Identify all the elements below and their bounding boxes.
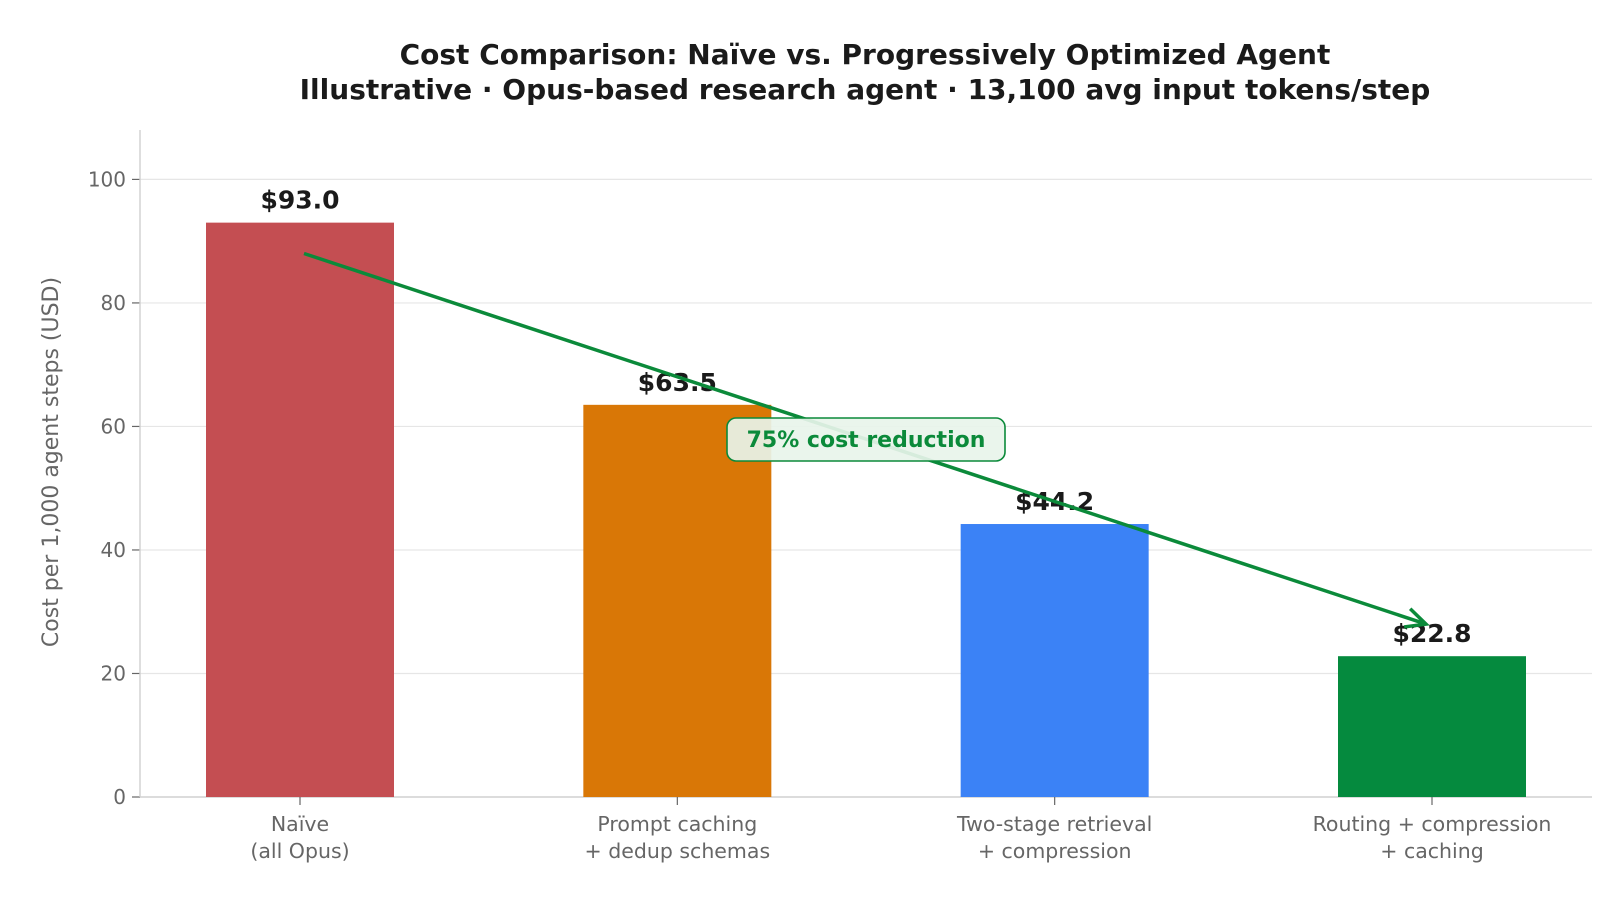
x-tick-label-3-1: + caching xyxy=(1380,839,1484,863)
value-label-3: $22.8 xyxy=(1392,619,1471,648)
x-tick-label-2-1: + compression xyxy=(978,839,1132,863)
x-tick-label-3-0: Routing + compression xyxy=(1313,812,1552,836)
chart-title: Cost Comparison: Naïve vs. Progressively… xyxy=(400,38,1331,71)
trend-arrow-head xyxy=(1403,607,1430,629)
y-axis-label: Cost per 1,000 agent steps (USD) xyxy=(39,277,64,647)
bar-3 xyxy=(1338,656,1526,797)
y-tick-label-20: 20 xyxy=(101,661,126,685)
y-tick-label-100: 100 xyxy=(88,167,126,191)
x-tick-label-1-1: + dedup schemas xyxy=(585,839,771,863)
bar-1 xyxy=(583,404,772,797)
value-label-0: $93.0 xyxy=(260,186,339,215)
x-tick-label-2-0: Two-stage retrieval xyxy=(956,812,1152,836)
chart-subtitle: Illustrative · Opus-based research agent… xyxy=(300,73,1431,106)
bar-0 xyxy=(206,222,394,797)
annotation-text: 75% cost reduction xyxy=(747,428,986,453)
y-tick-label-60: 60 xyxy=(101,414,126,438)
bars xyxy=(206,222,1526,797)
bar-2 xyxy=(960,524,1149,797)
value-label-1: $63.5 xyxy=(638,368,717,397)
y-tick-label-0: 0 xyxy=(113,785,126,809)
x-tick-label-0-1: (all Opus) xyxy=(250,839,349,863)
x-tick-label-0-0: Naïve xyxy=(271,812,329,836)
y-tick-label-40: 40 xyxy=(101,538,126,562)
annotation: 75% cost reduction xyxy=(303,251,1430,629)
annotation-box xyxy=(726,417,1006,462)
x-tick-label-1-0: Prompt caching xyxy=(597,812,757,836)
y-tick-label-80: 80 xyxy=(101,291,126,315)
value-labels: $93.0$63.5$44.2$22.8 xyxy=(260,186,1471,649)
